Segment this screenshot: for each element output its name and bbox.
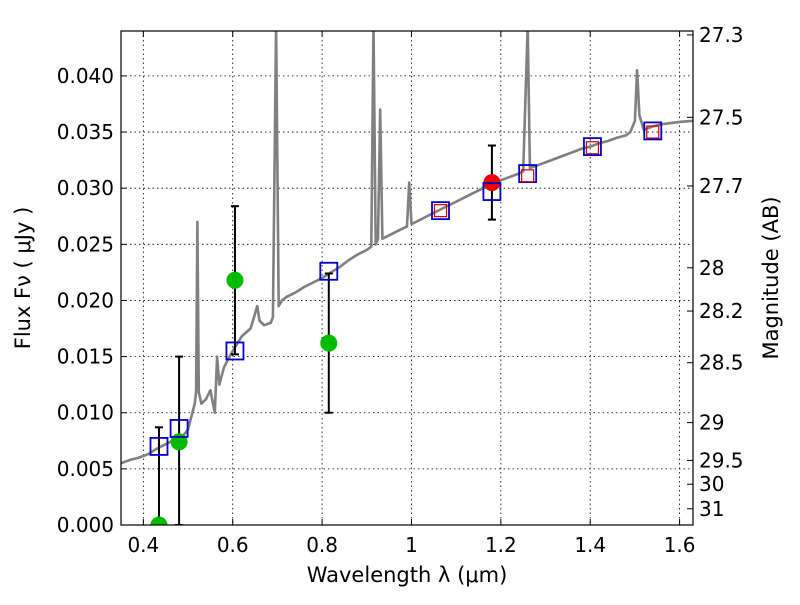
model_photometry_small-marker [433, 204, 448, 218]
x-tick-label: 1 [405, 533, 418, 557]
y-tick-label: 0.020 [57, 288, 114, 312]
x-tick-label: 1.4 [574, 533, 606, 557]
x-tick-label: 1.2 [485, 533, 517, 557]
model_photometry-marker [482, 182, 502, 201]
y-tick-label: 0.025 [57, 232, 114, 256]
right-tick-label: 29 [699, 411, 724, 435]
observed_photometry-point [320, 334, 338, 352]
x-axis-label: Wavelength λ (μm) [307, 563, 508, 587]
right-tick-label: 27.7 [699, 174, 744, 198]
y-axis-right-label: Magnitude (AB) [759, 196, 783, 359]
right-tick-label: 27.3 [699, 23, 744, 47]
model_photometry-marker [583, 137, 602, 157]
y-tick-label: 0.005 [57, 457, 114, 481]
right-tick-label: 29.5 [699, 448, 744, 472]
y-tick-label: 0.040 [57, 64, 114, 88]
right-tick-label: 27.5 [699, 105, 744, 129]
y-tick-label: 0.030 [57, 176, 114, 200]
plot-frame [120, 30, 694, 526]
x-tick-label: 0.8 [306, 533, 338, 557]
model_photometry-marker [643, 121, 663, 141]
y-tick-label: 0.015 [57, 345, 114, 369]
grid [121, 31, 693, 526]
spectrum-line [121, 31, 693, 465]
right-tick-label: 28.2 [699, 299, 744, 323]
x-tick-label: 0.4 [127, 533, 159, 557]
model_photometry_small-marker [646, 125, 660, 139]
model_photometry-marker [431, 201, 450, 221]
y-tick-label: 0.000 [57, 513, 114, 537]
model_photometry_small-marker [521, 169, 535, 183]
model_photometry_small-marker [585, 141, 600, 155]
y-tick-label: 0.035 [57, 120, 114, 144]
right-tick-label: 28.5 [699, 351, 744, 375]
observed_photometry-point [226, 271, 244, 289]
right-tick-label: 31 [699, 497, 724, 521]
model_photometry-marker [225, 341, 245, 361]
observed_photometry-point [150, 516, 168, 525]
right-tick-label: 30 [699, 472, 724, 496]
model_photometry-marker [169, 419, 189, 438]
observed_photometry-point [170, 433, 188, 451]
model_photometry-marker [319, 261, 339, 281]
x-tick-label: 1.6 [664, 533, 696, 557]
y-tick-label: 0.010 [57, 401, 114, 425]
y-axis-label: Flux Fν ( μJy ) [11, 207, 35, 350]
plot-area [121, 31, 693, 525]
model_photometry-marker [149, 437, 169, 456]
x-tick-label: 0.6 [217, 533, 249, 557]
right-tick-label: 28 [699, 256, 724, 280]
ticks: 0.4 0.6 0.8 1 1.2 1.4 1.6 0.000 0.005 0.010 0.015 0… [57, 23, 744, 557]
